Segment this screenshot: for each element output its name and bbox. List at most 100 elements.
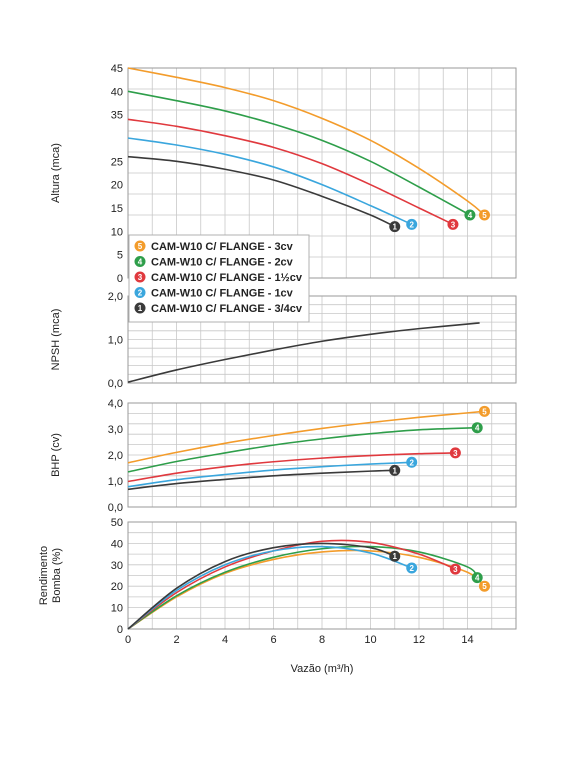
legend-entry-label: CAM-W10 C/ FLANGE - 3cv: [151, 241, 294, 253]
series-marker-label: 3: [451, 220, 456, 229]
y-tick-label: 20: [111, 180, 123, 192]
series-marker-label: 5: [482, 211, 487, 220]
x-tick-label: 0: [125, 634, 131, 646]
legend-marker-label: 3: [138, 273, 143, 282]
series-line-3: [127, 118, 454, 226]
legend-entry-label: CAM-W10 C/ FLANGE - 2cv: [151, 257, 294, 269]
series-marker-label: 4: [468, 211, 473, 220]
series-marker-label: 1: [393, 552, 398, 561]
series-marker-1: [389, 464, 401, 476]
series-marker-2: [406, 456, 418, 468]
series-marker-4: [471, 572, 483, 584]
panel-npsh: 0,0 1,0 2,0 NPSH (mca): [50, 291, 517, 390]
panel-frame: [127, 521, 517, 630]
y-tick-label: 10: [111, 226, 123, 238]
series-line-4: [127, 90, 471, 216]
panel-frame: [127, 295, 517, 384]
y-tick-label: 35: [111, 110, 123, 122]
y-tick-label: 0,0: [108, 502, 123, 514]
x-tick-label: 8: [319, 634, 325, 646]
y-tick-label: 15: [111, 203, 123, 215]
y-tick-label: 40: [111, 86, 123, 98]
x-tick-label: 2: [173, 634, 179, 646]
series-marker-3: [447, 218, 459, 230]
y-tick-label: 30: [111, 560, 123, 572]
legend-marker-1: [134, 302, 146, 314]
series-line-4: [127, 545, 478, 630]
x-tick-label: 14: [461, 634, 473, 646]
series-line-2: [127, 545, 412, 630]
y-tick-label: 0: [117, 624, 123, 636]
series-line-5: [127, 67, 485, 216]
y-tick-label: 5: [117, 250, 123, 262]
series-marker-label: 5: [482, 582, 487, 591]
legend-marker-label: 5: [138, 242, 143, 251]
y-axis-label: RendimentoBomba (%): [38, 546, 63, 605]
series-line-2: [127, 137, 413, 226]
series-line-1: [127, 155, 396, 228]
legend-marker-2: [134, 287, 146, 298]
series-line-npsh: [127, 322, 480, 383]
series-marker-4: [471, 422, 483, 434]
legend-marker-4: [134, 256, 146, 267]
y-tick-label: 4,0: [108, 398, 123, 410]
legend-marker-5: [134, 240, 146, 252]
y-tick-label: 1,0: [108, 476, 123, 488]
panel-bhp: 0,0 1,0 2,0 3,0 4,0 BHP (cv) 54 3 2 1: [50, 398, 517, 514]
series-marker-5: [478, 405, 490, 417]
series-marker-label: 3: [453, 449, 458, 458]
y-tick-label: 20: [111, 581, 123, 593]
series-marker-label: 2: [409, 564, 414, 573]
series-line-1: [127, 469, 395, 491]
y-tick-label: 1,0: [108, 335, 123, 347]
series-marker-label: 1: [393, 223, 398, 232]
legend-entry-label: CAM-W10 C/ FLANGE - 1½cv: [151, 272, 303, 284]
legend-entry-label: CAM-W10 C/ FLANGE - 1cv: [151, 288, 294, 300]
series-marker-5: [478, 209, 490, 221]
series-marker-label: 3: [453, 565, 458, 574]
series-marker-label: 4: [475, 424, 480, 433]
series-marker-label: 2: [409, 458, 414, 467]
x-tick-label: 6: [270, 634, 276, 646]
series-marker-label: 2: [409, 220, 414, 229]
y-tick-label: 40: [111, 538, 123, 550]
legend-marker-label: 1: [138, 304, 143, 313]
panel-frame: [127, 402, 517, 508]
y-axis-label: BHP (cv): [50, 433, 62, 477]
series-line-3: [127, 452, 456, 483]
series-line-1: [127, 542, 396, 630]
series-marker-4: [464, 209, 476, 221]
series-marker-1: [389, 550, 401, 562]
y-tick-label: 2,0: [108, 450, 123, 462]
y-axis-label: Altura (mca): [50, 143, 62, 203]
y-tick-label: 2,0: [108, 291, 123, 303]
y-tick-label: 50: [111, 517, 123, 529]
series-marker-1: [389, 221, 401, 233]
y-tick-label: 0: [117, 273, 123, 285]
legend-box: [128, 234, 310, 323]
panel-frame: [127, 67, 517, 279]
y-tick-label: 45: [111, 63, 123, 75]
legend-marker-3: [134, 271, 146, 283]
y-tick-label: 3,0: [108, 424, 123, 436]
panel-rendimento: 0 10 20 30 40 50 RendimentoBomba (%) 54 3 2 1: [38, 517, 517, 636]
series-line-2: [127, 461, 412, 488]
series-marker-label: 1: [393, 466, 398, 475]
y-tick-label: 25: [111, 156, 123, 168]
series-line-4: [127, 426, 478, 473]
series-marker-3: [449, 563, 461, 575]
y-axis-label: NPSH (mca): [50, 309, 62, 371]
x-tick-label: 10: [364, 634, 376, 646]
series-line-5: [127, 410, 485, 464]
series-marker-label: 4: [475, 574, 480, 583]
series-marker-2: [406, 562, 418, 574]
legend-entry-label: CAM-W10 C/ FLANGE - 3/4cv: [151, 303, 303, 315]
y-tick-label: 0,0: [108, 378, 123, 390]
series-marker-2: [406, 218, 418, 230]
x-tick-label: 12: [413, 634, 425, 646]
legend-marker-label: 2: [138, 289, 143, 298]
legend-marker-label: 4: [138, 258, 143, 267]
x-tick-label: 4: [222, 634, 228, 646]
